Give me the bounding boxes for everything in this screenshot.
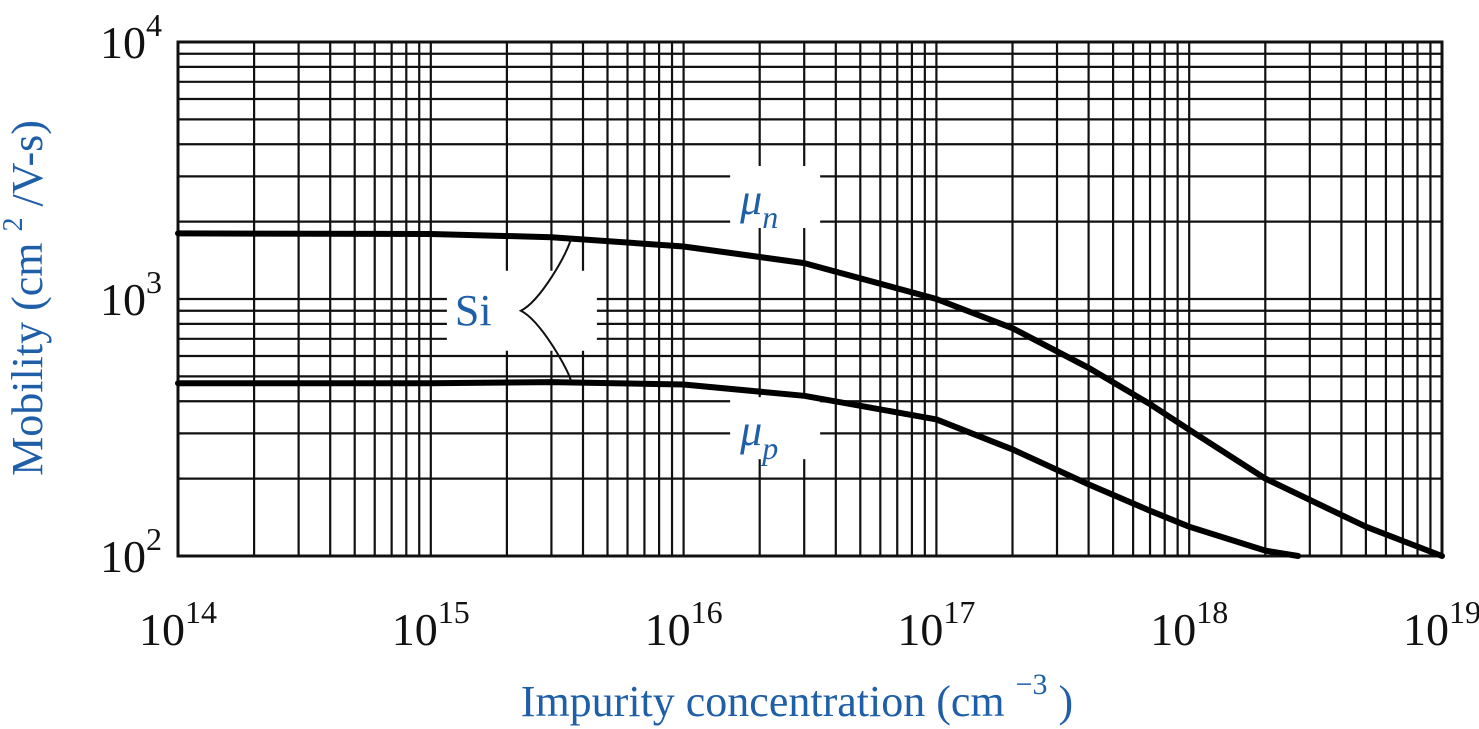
y-tick-label: 103 [100, 264, 162, 325]
plot-frame [176, 40, 1444, 558]
x-tick-label: 1017 [897, 594, 975, 655]
series-label-n: μn [739, 175, 778, 235]
x-tick-base: 10 [1403, 604, 1449, 655]
y-tick-base: 10 [100, 17, 146, 68]
x-tick-label: 1014 [139, 594, 217, 655]
series-label-symbol: μ [739, 406, 762, 455]
x-tick-exponent: 17 [943, 594, 975, 630]
y-tick-exponent: 3 [146, 264, 162, 300]
series-label-symbol: μ [739, 175, 762, 224]
series-layer [175, 230, 1445, 559]
x-tick-label: 1018 [1150, 594, 1228, 655]
y-axis-label: Mobility (cm 2 /V-s) [0, 120, 52, 476]
x-tick-label: 1015 [392, 594, 470, 655]
x-tick-exponent: 15 [438, 594, 470, 630]
y-tick-base: 10 [100, 531, 146, 582]
x-axis-label-exponent: −3 [1016, 668, 1048, 701]
grid [176, 42, 1442, 558]
label-backgrounds [446, 166, 821, 460]
x-tick-base: 10 [139, 604, 185, 655]
si-label: Si [455, 286, 492, 335]
y-tick-base: 10 [100, 274, 146, 325]
x-tick-base: 10 [392, 604, 438, 655]
y-tick-exponent: 2 [146, 521, 162, 557]
y-axis-label-exponent: 2 [0, 217, 29, 231]
x-tick-exponent: 14 [185, 594, 217, 630]
series-line-p [175, 379, 1302, 559]
x-tick-labels: 1014 1015 1016 1017 1018 1019 [139, 594, 1479, 655]
x-tick-base: 10 [1150, 604, 1196, 655]
series-label-subscript: n [762, 199, 778, 235]
y-axis-label-main: Mobility (cm [3, 242, 52, 475]
x-tick-base: 10 [897, 604, 943, 655]
x-axis-label: Impurity concentration (cm −3 ) [521, 655, 1073, 726]
x-axis-label-main: Impurity concentration (cm [521, 677, 1005, 726]
series-line-n [175, 230, 1445, 559]
x-tick-exponent: 18 [1196, 594, 1228, 630]
series-label-background [730, 397, 821, 460]
y-tick-label: 102 [100, 521, 162, 582]
x-tick-exponent: 16 [691, 594, 723, 630]
series-label-p: μp [739, 406, 778, 466]
x-tick-exponent: 19 [1449, 594, 1479, 630]
x-tick-label: 1016 [645, 594, 723, 655]
x-axis-label-tail: ) [1059, 677, 1074, 726]
y-tick-exponent: 4 [146, 7, 162, 43]
x-tick-base: 10 [645, 604, 691, 655]
y-axis-label-tail: /V-s) [3, 120, 52, 206]
x-tick-label: 1019 [1403, 594, 1479, 655]
series-label-background [730, 166, 821, 229]
y-tick-label: 104 [100, 7, 162, 68]
si-brace [518, 238, 572, 382]
series-label-subscript: p [760, 430, 778, 466]
